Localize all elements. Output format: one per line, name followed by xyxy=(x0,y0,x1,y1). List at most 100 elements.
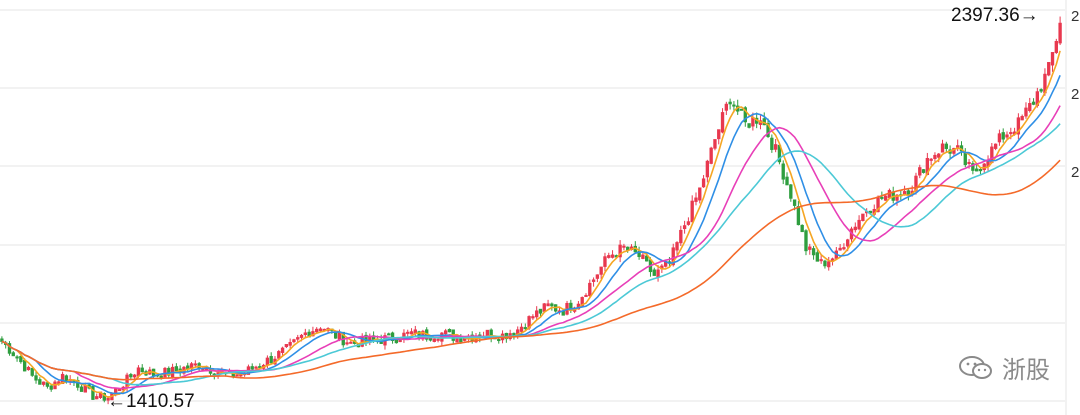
candle-body xyxy=(743,107,747,123)
candle-body xyxy=(773,144,778,150)
candle-body xyxy=(387,333,391,336)
candle-body xyxy=(789,184,793,199)
candle-body xyxy=(827,261,831,268)
candle-body xyxy=(622,245,626,248)
candle-body xyxy=(641,254,645,259)
candle-body xyxy=(792,199,797,206)
candle-body xyxy=(1047,62,1051,76)
candle-body xyxy=(895,194,899,201)
candle-body xyxy=(584,294,588,297)
candle-body xyxy=(1024,107,1028,117)
candle-body xyxy=(349,341,353,344)
candle-body xyxy=(1020,116,1024,121)
candle-body xyxy=(30,367,34,376)
candle-body xyxy=(610,254,615,258)
candle-body xyxy=(671,247,675,266)
candle-body xyxy=(1028,103,1032,112)
candle-body xyxy=(26,366,31,371)
candle-body xyxy=(95,396,99,400)
candle-body xyxy=(705,160,710,178)
candle-body xyxy=(580,297,584,307)
candle-body xyxy=(709,147,713,164)
candle-body xyxy=(38,379,42,385)
candle-body xyxy=(796,206,801,226)
candle-body xyxy=(819,259,823,262)
candle-body xyxy=(102,393,106,401)
candle-body xyxy=(603,256,607,267)
y-tick-label: 2 xyxy=(1071,164,1079,181)
candle-body xyxy=(682,225,687,230)
candle-body xyxy=(846,239,850,247)
candle-body xyxy=(781,163,785,180)
candle-body xyxy=(978,169,983,172)
candle-body xyxy=(713,139,717,149)
candle-body xyxy=(838,247,842,251)
candle-body xyxy=(315,328,319,333)
candle-body xyxy=(79,386,84,392)
y-tick-label: 2 xyxy=(1071,86,1079,103)
candle-body xyxy=(186,365,190,370)
ma-line-fast xyxy=(1,50,1061,399)
candle-body xyxy=(409,331,414,335)
candle-body xyxy=(906,190,911,195)
candle-body xyxy=(971,163,975,171)
candle-body xyxy=(720,112,725,133)
candle-body xyxy=(857,219,861,230)
candle-body xyxy=(318,328,323,332)
candle-body xyxy=(1016,117,1021,135)
candle-body xyxy=(607,255,611,258)
candle-body xyxy=(861,213,865,221)
candle-body xyxy=(599,266,603,275)
candle-body xyxy=(19,356,23,363)
candle-body xyxy=(766,122,770,138)
candle-body xyxy=(929,158,933,161)
candle-body xyxy=(538,308,543,314)
candle-body xyxy=(250,366,254,370)
candle-body xyxy=(656,269,660,278)
candle-body xyxy=(1005,134,1009,138)
candle-body xyxy=(531,316,535,319)
candle-body xyxy=(258,366,262,369)
candle-body xyxy=(523,327,527,330)
ma-line-slow xyxy=(1,159,1061,381)
candle-body xyxy=(337,331,342,341)
watermark-text: 浙股 xyxy=(1002,356,1050,384)
candle-body xyxy=(254,366,258,369)
candle-body xyxy=(993,143,998,149)
ma-line-mid2 xyxy=(1,105,1061,390)
candle-body xyxy=(299,334,304,338)
candle-body xyxy=(288,342,292,346)
candle-body xyxy=(974,168,979,172)
candle-body xyxy=(284,344,289,348)
candle-body xyxy=(956,145,960,148)
candle-body xyxy=(690,200,694,223)
candle-body xyxy=(842,247,846,250)
low-annotation: ←1410.57 xyxy=(107,391,195,412)
candle-body xyxy=(277,351,281,359)
candle-body xyxy=(686,221,691,225)
candle-body xyxy=(937,153,941,158)
candle-body xyxy=(280,347,285,353)
candle-body xyxy=(747,123,751,128)
candle-body xyxy=(1039,89,1043,92)
candle-body xyxy=(132,374,137,378)
candle-body xyxy=(390,332,395,341)
candle-body xyxy=(880,196,884,199)
candle-body xyxy=(49,385,53,390)
candle-body xyxy=(637,250,641,257)
candle-body xyxy=(853,226,857,231)
candle-body xyxy=(117,389,122,392)
candle-body xyxy=(918,167,922,176)
candle-body xyxy=(550,303,554,307)
candle-body xyxy=(497,339,501,342)
candle-body xyxy=(235,374,239,377)
candle-body xyxy=(542,303,546,312)
y-tick-label: 2 xyxy=(1071,8,1079,25)
candle-body xyxy=(785,176,789,186)
candle-body xyxy=(159,375,163,379)
candle-body xyxy=(940,143,945,153)
candle-body xyxy=(883,195,888,201)
